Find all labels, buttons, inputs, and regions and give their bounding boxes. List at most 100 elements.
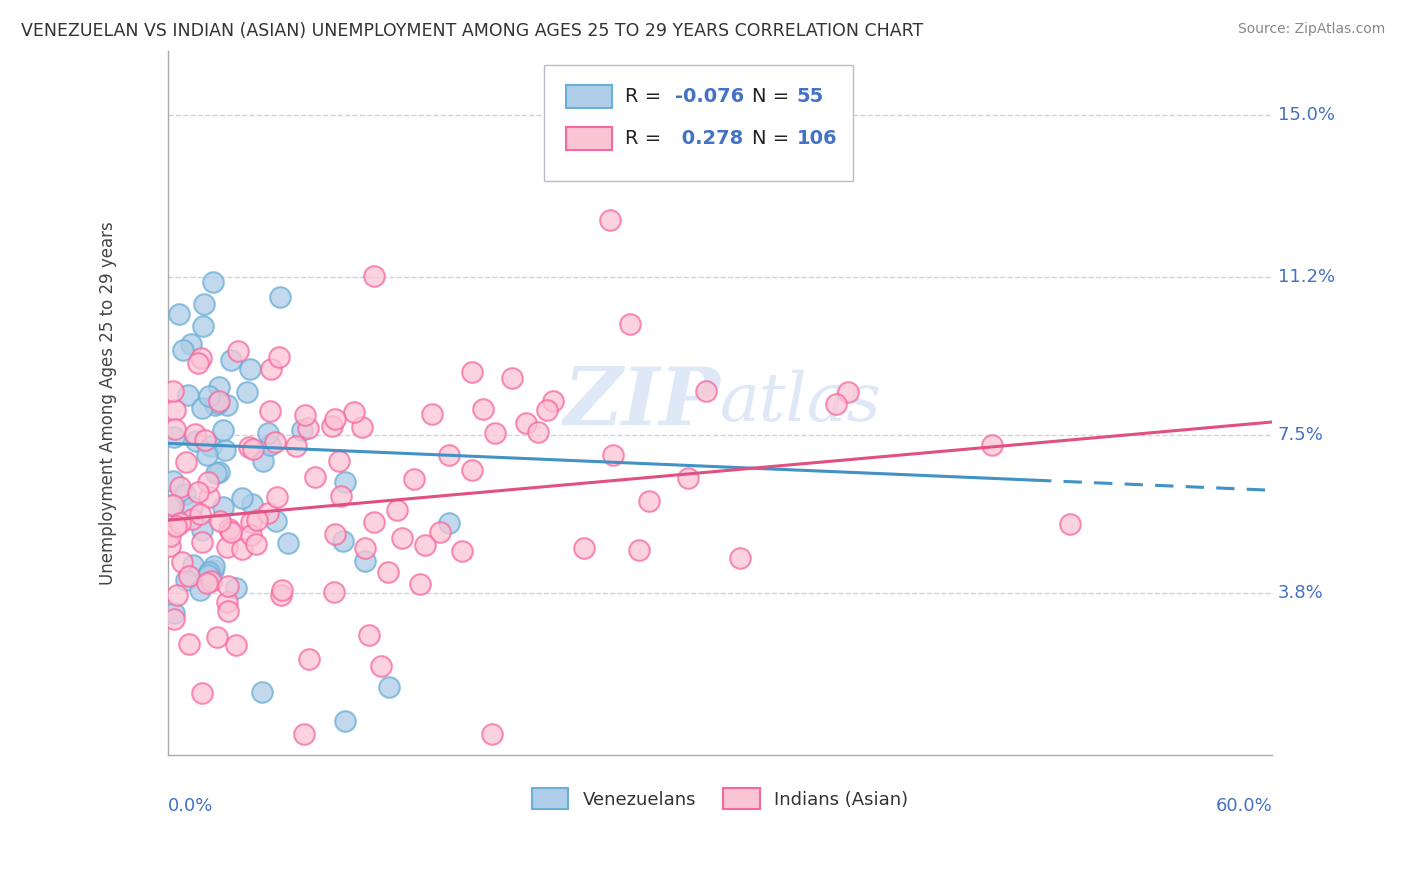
- Point: [260, 362, 283, 376]
- Point: [225, 582, 247, 596]
- Point: [162, 474, 184, 488]
- Point: [363, 515, 385, 529]
- Text: atlas: atlas: [720, 370, 882, 435]
- Point: [201, 563, 224, 577]
- Point: [730, 551, 752, 566]
- Point: [266, 491, 288, 505]
- Point: [207, 396, 229, 410]
- Point: [217, 604, 239, 618]
- Point: [191, 523, 214, 537]
- Point: [165, 518, 187, 533]
- Point: [981, 438, 1004, 452]
- Point: [217, 579, 239, 593]
- Point: [257, 506, 280, 520]
- Legend: Venezuelans, Indians (Asian): Venezuelans, Indians (Asian): [524, 781, 915, 816]
- Point: [676, 471, 699, 485]
- Point: [321, 419, 343, 434]
- Point: [191, 534, 214, 549]
- Point: [297, 421, 319, 435]
- Text: N =: N =: [752, 87, 796, 106]
- Point: [437, 448, 460, 462]
- Point: [231, 491, 253, 505]
- Point: [219, 524, 242, 539]
- Text: N =: N =: [752, 129, 796, 148]
- Point: [252, 454, 274, 468]
- Point: [197, 568, 219, 582]
- Point: [208, 394, 231, 409]
- Text: 55: 55: [796, 87, 824, 106]
- Point: [543, 393, 565, 408]
- Text: VENEZUELAN VS INDIAN (ASIAN) UNEMPLOYMENT AMONG AGES 25 TO 29 YEARS CORRELATION : VENEZUELAN VS INDIAN (ASIAN) UNEMPLOYMEN…: [21, 22, 924, 40]
- Point: [1059, 516, 1081, 531]
- Point: [413, 538, 436, 552]
- Point: [377, 565, 399, 579]
- Point: [236, 384, 259, 399]
- Point: [536, 402, 558, 417]
- Point: [208, 465, 231, 479]
- Point: [172, 343, 194, 357]
- Point: [242, 442, 264, 456]
- Point: [240, 497, 263, 511]
- Bar: [565, 86, 612, 108]
- Point: [177, 637, 200, 651]
- Text: -0.076: -0.076: [675, 87, 744, 106]
- Point: [176, 388, 198, 402]
- Point: [200, 439, 222, 453]
- Point: [202, 558, 225, 573]
- Point: [177, 569, 200, 583]
- Point: [190, 508, 212, 522]
- Point: [602, 448, 624, 462]
- Point: [188, 583, 211, 598]
- Point: [292, 726, 315, 740]
- Point: [190, 351, 212, 366]
- Point: [420, 407, 443, 421]
- Point: [200, 574, 222, 588]
- Point: [267, 351, 290, 365]
- Point: [228, 344, 250, 359]
- Point: [191, 686, 214, 700]
- Point: [159, 498, 181, 512]
- Point: [181, 500, 204, 514]
- Point: [271, 582, 294, 597]
- Text: R =: R =: [626, 129, 668, 148]
- Point: [378, 680, 401, 694]
- Point: [214, 443, 236, 458]
- Point: [191, 401, 214, 415]
- Point: [162, 498, 184, 512]
- Point: [450, 544, 472, 558]
- Point: [209, 514, 232, 528]
- Point: [215, 398, 238, 412]
- Text: Source: ZipAtlas.com: Source: ZipAtlas.com: [1237, 22, 1385, 37]
- Point: [231, 542, 253, 557]
- Point: [204, 398, 226, 412]
- Point: [264, 434, 287, 449]
- Text: Unemployment Among Ages 25 to 29 years: Unemployment Among Ages 25 to 29 years: [98, 221, 117, 584]
- Point: [194, 433, 217, 447]
- Point: [250, 685, 273, 699]
- Point: [198, 565, 221, 579]
- Point: [197, 490, 219, 504]
- Point: [184, 426, 207, 441]
- Point: [159, 539, 181, 553]
- Point: [484, 425, 506, 440]
- Bar: [565, 128, 612, 150]
- Point: [201, 276, 224, 290]
- Point: [211, 423, 233, 437]
- Point: [408, 577, 430, 591]
- Point: [245, 537, 267, 551]
- Point: [239, 528, 262, 542]
- Point: [359, 628, 381, 642]
- Point: [387, 503, 409, 517]
- Text: 15.0%: 15.0%: [1278, 105, 1334, 124]
- Point: [354, 554, 377, 568]
- Point: [270, 588, 292, 602]
- Point: [162, 384, 184, 398]
- Point: [169, 480, 191, 494]
- Point: [328, 454, 350, 468]
- Point: [264, 514, 287, 528]
- Point: [619, 317, 641, 331]
- Point: [501, 371, 523, 385]
- Text: 0.0%: 0.0%: [169, 797, 214, 815]
- Point: [637, 494, 659, 508]
- Point: [298, 651, 321, 665]
